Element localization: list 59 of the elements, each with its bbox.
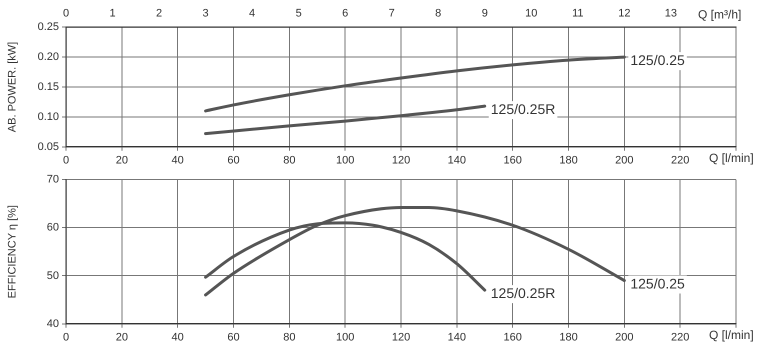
y-tick-label: 0.25 xyxy=(38,21,59,34)
x-tick-label: 0 xyxy=(62,331,70,344)
x2-tick-label: 7 xyxy=(388,8,395,20)
line-series xyxy=(204,206,626,296)
x-tick-label: 20 xyxy=(116,154,128,166)
x-tick-label: 160 xyxy=(503,331,522,344)
x2-tick-label: 3 xyxy=(202,8,209,20)
x-tick-label: 80 xyxy=(283,154,296,166)
x-tick-label: 220 xyxy=(670,154,690,166)
y-tick-label: 50 xyxy=(46,270,59,282)
x-tick-label: 120 xyxy=(392,154,410,166)
x2-tick-label: 1 xyxy=(109,8,116,20)
x-tick-label: 180 xyxy=(559,154,578,166)
series-label: 125/0.25R xyxy=(490,285,556,302)
y-axis-title: EFFICIENCY η [%] xyxy=(6,205,19,298)
x-axis-title: Q [l/min] xyxy=(709,328,754,342)
x-tick-label: 200 xyxy=(615,331,634,344)
x2-tick-label: 9 xyxy=(482,8,488,20)
y-tick-label: 0.10 xyxy=(38,110,59,123)
x2-tick-label: 12 xyxy=(618,8,630,20)
x-tick-label: 20 xyxy=(116,331,128,344)
line-series xyxy=(204,56,626,112)
x-axis-title: Q [l/min] xyxy=(709,151,754,166)
series-label: 125/0.25R xyxy=(490,100,556,117)
x2-tick-label: 11 xyxy=(572,8,584,20)
x2-tick-label: 2 xyxy=(156,8,162,20)
x-tick-label: 40 xyxy=(172,154,184,166)
x2-tick-label: 0 xyxy=(62,8,70,20)
y-tick-label: 0.05 xyxy=(38,140,59,153)
x-tick-label: 180 xyxy=(559,331,578,344)
x2-tick-label: 5 xyxy=(296,8,302,20)
x2-axis-title: Q [m³/h] xyxy=(698,8,742,22)
x-tick-label: 0 xyxy=(62,154,70,166)
x-tick-label: 60 xyxy=(227,154,240,166)
x-tick-label: 200 xyxy=(615,154,634,166)
x-tick-label: 80 xyxy=(283,331,296,344)
x-tick-label: 60 xyxy=(227,331,240,344)
x2-tick-label: 6 xyxy=(342,8,348,20)
x-tick-label: 140 xyxy=(448,331,466,344)
series-label: 125/0.25 xyxy=(630,52,686,68)
x2-tick-label: 8 xyxy=(435,8,442,20)
x-tick-label: 100 xyxy=(336,331,354,344)
x-tick-label: 220 xyxy=(670,331,690,344)
series-label: 125/0.25 xyxy=(630,275,686,292)
y-tick-label: 0.15 xyxy=(38,81,59,94)
x-tick-label: 160 xyxy=(503,154,522,166)
x2-tick-label: 13 xyxy=(664,8,677,20)
y-tick-label: 70 xyxy=(46,174,59,186)
x2-tick-label: 4 xyxy=(249,8,256,20)
y-axis-title: AB. POWER. [kW] xyxy=(6,42,19,132)
y-tick-label: 0.20 xyxy=(38,51,59,64)
line-series xyxy=(204,104,486,136)
x-tick-label: 40 xyxy=(172,331,184,344)
x-tick-label: 120 xyxy=(392,331,410,344)
x-tick-label: 100 xyxy=(336,154,354,166)
y-tick-label: 40 xyxy=(46,318,59,330)
x2-tick-label: 10 xyxy=(525,8,538,20)
x-tick-label: 140 xyxy=(448,154,466,166)
y-tick-label: 60 xyxy=(46,222,59,234)
